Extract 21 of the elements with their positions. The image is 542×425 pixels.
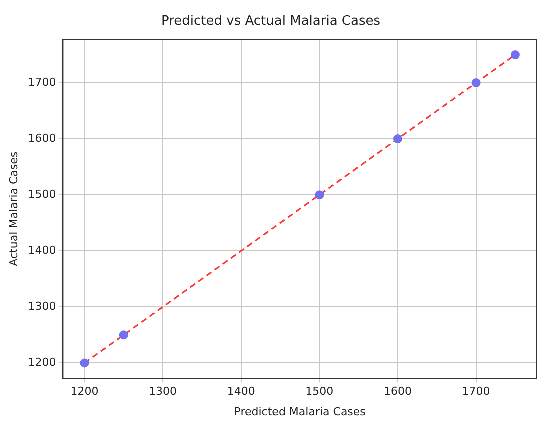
x-tick-label: 1700 <box>462 385 490 398</box>
x-tick-label: 1500 <box>306 385 334 398</box>
point <box>472 78 481 88</box>
y-tick-label: 1500 <box>28 188 56 201</box>
y-tick-label: 1400 <box>28 244 56 257</box>
point <box>315 190 324 200</box>
point <box>510 50 520 60</box>
point <box>80 358 90 368</box>
y-tick-label: 1200 <box>28 356 56 370</box>
chart-title: Predicted vs Actual Malaria Cases <box>161 14 381 30</box>
y-tick-label: 1600 <box>28 132 56 145</box>
y-tick-label: 1300 <box>28 300 56 314</box>
point <box>393 134 402 144</box>
x-tick-label: 1400 <box>227 385 256 398</box>
x-axis-title: Predicted Malaria Cases <box>234 405 366 418</box>
y-axis-title: Actual Malaria Cases <box>7 152 20 266</box>
y-tick-label: 1700 <box>28 76 56 89</box>
x-tick-label: 1300 <box>149 385 178 398</box>
point <box>119 330 128 340</box>
x-tick-label: 1600 <box>384 385 412 398</box>
x-tick-label: 1200 <box>70 385 99 398</box>
